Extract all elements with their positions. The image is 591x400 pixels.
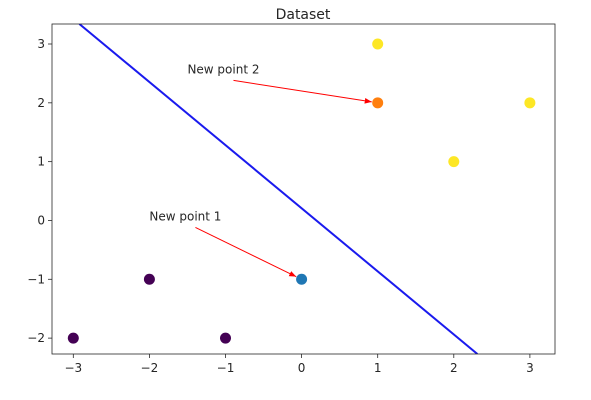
point <box>372 97 384 109</box>
point <box>524 97 536 109</box>
y-tick-label: 1 <box>37 155 45 169</box>
x-tick-label: −1 <box>217 361 235 375</box>
x-tick-label: 2 <box>450 361 458 375</box>
point <box>372 38 384 50</box>
point <box>143 273 155 285</box>
x-tick-label: −2 <box>141 361 159 375</box>
x-tick-label: 0 <box>298 361 306 375</box>
x-tick-label: −3 <box>64 361 82 375</box>
annotation-text: New point 1 <box>149 209 221 223</box>
annotation-arrow <box>195 227 297 278</box>
chart-title: Dataset <box>276 7 331 23</box>
line <box>78 24 479 354</box>
point <box>220 332 232 344</box>
point <box>448 156 460 168</box>
point <box>296 273 308 285</box>
x-tick-label: 1 <box>374 361 382 375</box>
axes-frame <box>51 23 556 355</box>
y-tick-label: −2 <box>27 331 45 345</box>
y-tick-label: −1 <box>27 272 45 286</box>
y-tick-label: 0 <box>37 213 45 227</box>
point <box>67 332 79 344</box>
plot-area <box>67 24 536 354</box>
y-tick-label: 3 <box>37 37 45 51</box>
y-tick-label: 2 <box>37 96 45 110</box>
annotation-text: New point 2 <box>187 62 259 76</box>
annotation-arrow <box>233 79 372 104</box>
x-tick-label: 3 <box>526 361 534 375</box>
